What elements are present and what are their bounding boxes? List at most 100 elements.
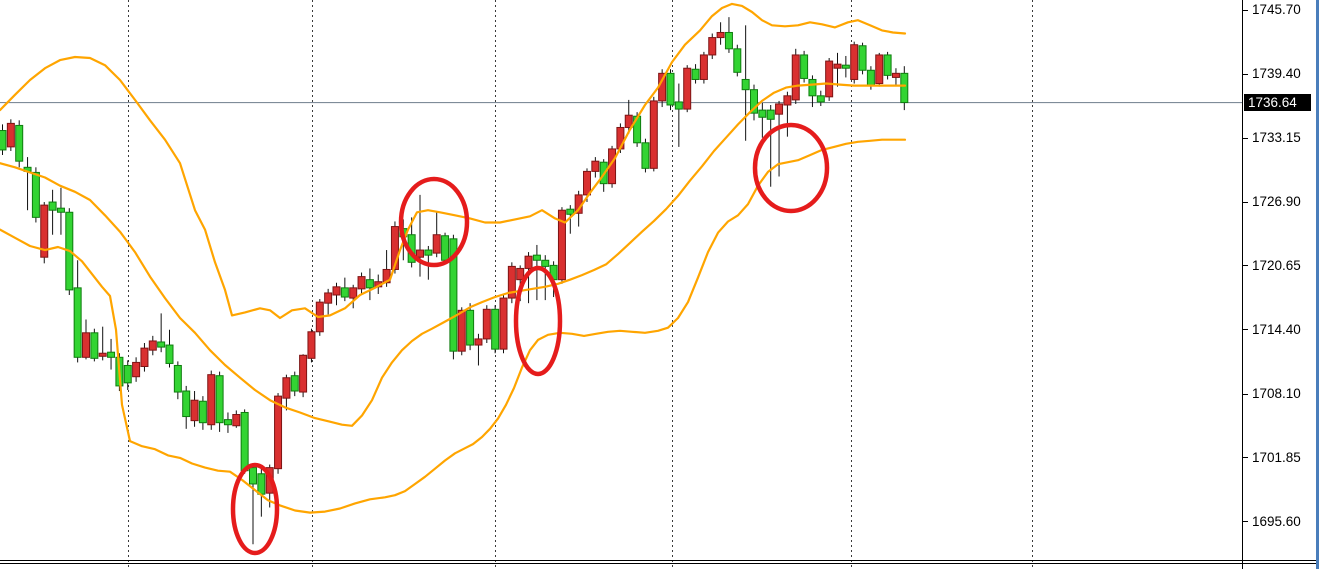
candle <box>507 262 516 304</box>
candle <box>816 90 825 107</box>
candle <box>249 463 257 545</box>
candle <box>82 319 90 360</box>
candle <box>165 329 174 368</box>
bollinger-lower-band <box>0 138 907 514</box>
candle <box>6 119 15 151</box>
candle <box>148 335 157 356</box>
candle <box>900 66 909 111</box>
candle <box>123 360 132 390</box>
candle <box>223 412 232 433</box>
candle <box>482 305 491 344</box>
bollinger-upper-band <box>0 2 907 320</box>
price-axis-tick <box>1243 137 1248 139</box>
price-axis-tick <box>1243 265 1248 267</box>
price-axis-label: 1708.10 <box>1252 386 1301 402</box>
price-axis-tick <box>1243 73 1248 75</box>
candle <box>875 52 884 87</box>
candle <box>23 157 32 211</box>
candle <box>741 25 750 141</box>
candle <box>48 189 57 235</box>
price-axis-label: 1739.40 <box>1252 66 1301 82</box>
candle <box>541 255 550 301</box>
candle <box>758 102 767 138</box>
candle <box>474 333 483 366</box>
candle <box>198 396 207 430</box>
price-axis-label: 1701.85 <box>1252 449 1301 465</box>
candle <box>800 50 809 83</box>
candle <box>107 338 116 370</box>
candle <box>173 361 182 400</box>
price-axis-label: 1726.90 <box>1252 194 1301 210</box>
candle <box>0 124 7 156</box>
candle <box>332 282 341 306</box>
candle <box>766 104 775 187</box>
candle <box>724 17 733 53</box>
candle <box>40 202 49 264</box>
candle <box>274 393 283 474</box>
candle <box>240 409 249 474</box>
candle <box>524 252 533 304</box>
candle <box>140 343 149 372</box>
price-axis-tick <box>1243 201 1248 203</box>
price-axis-label: 1714.40 <box>1252 321 1301 337</box>
candle <box>833 52 842 87</box>
candle <box>858 42 867 75</box>
candle <box>98 326 107 361</box>
candle <box>73 260 82 363</box>
candle <box>883 51 892 80</box>
price-axis-label: 1720.65 <box>1252 257 1301 273</box>
candle <box>716 22 725 45</box>
candle <box>299 354 308 398</box>
candle <box>733 44 742 77</box>
candle <box>666 69 675 111</box>
candle <box>290 371 299 397</box>
candle <box>791 48 800 104</box>
chart-bottom-border <box>0 560 1319 561</box>
candle <box>591 157 600 178</box>
candle <box>15 120 24 168</box>
candle <box>649 96 658 172</box>
candle <box>691 64 700 84</box>
candle <box>808 75 817 108</box>
candle <box>357 272 366 295</box>
candle <box>457 307 466 356</box>
candle <box>340 277 349 302</box>
candle <box>31 167 40 223</box>
candle <box>641 138 650 173</box>
candle <box>282 374 291 411</box>
candle <box>708 33 717 60</box>
price-axis-label: 1745.70 <box>1252 2 1301 17</box>
candle <box>432 212 441 258</box>
candle <box>891 68 900 85</box>
price-axis-label: 1695.60 <box>1252 513 1301 529</box>
candle <box>307 328 316 363</box>
candle <box>683 65 692 113</box>
window-right-edge <box>1316 0 1319 569</box>
candle <box>557 207 566 284</box>
price-axis-tick <box>1243 329 1248 331</box>
candle <box>499 294 508 354</box>
chart-plot[interactable] <box>0 0 1243 569</box>
candle <box>215 371 224 432</box>
price-axis-tick <box>1243 521 1248 523</box>
bollinger-middle-band <box>0 82 907 427</box>
candle <box>182 385 191 429</box>
current-price-box: 1736.64 <box>1244 94 1311 112</box>
annotation-circle <box>230 462 280 556</box>
candle <box>190 391 199 427</box>
candle <box>699 51 708 84</box>
price-axis[interactable]: 1736.64 1745.70 1739.40 1733.15 1726.90 1720… <box>1242 0 1319 569</box>
candle <box>841 55 850 78</box>
annotation-circle <box>398 176 470 268</box>
candle <box>674 83 683 147</box>
candle <box>532 244 541 301</box>
time-axis-border <box>0 563 1319 564</box>
candle <box>491 305 500 354</box>
candle <box>349 284 358 309</box>
candle <box>624 99 633 134</box>
price-axis-label: 1733.15 <box>1252 130 1301 146</box>
candle <box>850 41 859 84</box>
candle <box>750 84 758 121</box>
annotation-circle <box>752 122 830 214</box>
